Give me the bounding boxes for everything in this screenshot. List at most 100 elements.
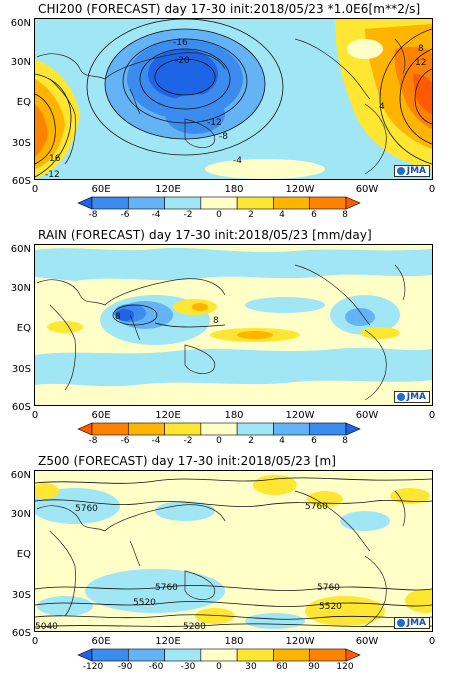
lat-label: 30N — [10, 509, 31, 520]
colorbar — [77, 422, 361, 436]
lon-label: 120E — [155, 636, 181, 647]
colorbar-label: -2 — [183, 436, 193, 446]
z500-map: 5760 5760 5760 5760 5520 5520 5280 5040 … — [34, 470, 433, 632]
lat-label: 60S — [11, 628, 31, 639]
lon-label: 0 — [428, 184, 436, 195]
jma-logo-icon — [396, 619, 405, 627]
colorbar-swatch — [200, 196, 238, 210]
jma-logo: JMA — [393, 391, 430, 403]
jma-logo-icon — [396, 167, 405, 175]
panel-title: CHI200 (FORECAST) day 17-30 init:2018/05… — [38, 2, 421, 16]
colorbar-swatch — [127, 422, 165, 436]
colorbar-label: 30 — [245, 662, 257, 672]
rain-panel: RAIN (FORECAST) day 17-30 init:2018/05/2… — [0, 226, 457, 451]
colorbar-swatch — [91, 422, 129, 436]
colorbar-label: -90 — [117, 662, 133, 672]
colorbar-label: -4 — [151, 210, 161, 220]
lon-label: 60W — [355, 184, 379, 195]
contour-label: 5520 — [133, 598, 156, 608]
colorbar-label: 4 — [279, 436, 285, 446]
colorbar-swatch — [309, 648, 347, 662]
lon-label: 120W — [285, 410, 315, 421]
lon-label: 180 — [224, 410, 244, 421]
colorbar-label: -120 — [82, 662, 104, 672]
colorbar-swatch — [164, 648, 202, 662]
lon-label: 60E — [91, 410, 111, 421]
lon-label: 0 — [428, 636, 436, 647]
colorbar-swatch — [345, 648, 361, 662]
colorbar-label: -30 — [180, 662, 196, 672]
colorbar-swatch — [77, 196, 93, 210]
chi200-map: -16 -20 -12 -8 -4 4 8 12 16 -12 JMA — [34, 18, 433, 180]
contour-label: 5760 — [317, 583, 340, 593]
colorbar-label: 0 — [216, 662, 222, 672]
contour-label: 5760 — [305, 502, 328, 512]
jma-logo: JMA — [393, 165, 430, 177]
colorbar-swatch — [77, 648, 93, 662]
lon-label: 60E — [91, 184, 111, 195]
colorbar-label: 8 — [342, 436, 348, 446]
lon-label: 0 — [31, 636, 39, 647]
colorbar-label: -8 — [88, 436, 98, 446]
lon-label: 120E — [155, 184, 181, 195]
colorbar-label: 6 — [311, 210, 317, 220]
lon-label: 120W — [285, 636, 315, 647]
lon-label: 120E — [155, 410, 181, 421]
lat-label: 60N — [10, 470, 31, 481]
lat-label: 60N — [10, 244, 31, 255]
colorbar-swatch — [273, 196, 311, 210]
colorbar-swatch — [309, 422, 347, 436]
colorbar-label: -4 — [151, 436, 161, 446]
colorbar-swatch — [127, 196, 165, 210]
contour-label: 8 — [213, 316, 219, 326]
lat-label: EQ — [16, 97, 31, 108]
colorbar-swatch — [273, 648, 311, 662]
contour-label: 5040 — [35, 622, 58, 631]
colorbar-label: 60 — [276, 662, 288, 672]
contour-label: 8 — [418, 44, 424, 54]
lat-label: EQ — [16, 549, 31, 560]
colorbar-label: -2 — [183, 210, 193, 220]
contour-label: -12 — [45, 170, 60, 179]
colorbar-label: -8 — [88, 210, 98, 220]
rain-map: 8 8 JMA — [34, 244, 433, 406]
colorbar-label: -60 — [148, 662, 164, 672]
colorbar-swatch — [309, 196, 347, 210]
lat-label: 60N — [10, 18, 31, 29]
contour-label: 5760 — [155, 583, 178, 593]
colorbar — [77, 648, 361, 662]
colorbar-label: 4 — [279, 210, 285, 220]
lat-label: 30S — [11, 364, 31, 375]
lon-label: 60W — [355, 410, 379, 421]
lat-label: 60S — [11, 402, 31, 413]
lat-label: 60S — [11, 176, 31, 187]
colorbar-swatch — [236, 196, 274, 210]
colorbar-swatch — [200, 422, 238, 436]
colorbar-label: -6 — [120, 210, 130, 220]
lon-label: 180 — [224, 184, 244, 195]
contour-label: 5280 — [183, 622, 206, 631]
colorbar-label: 90 — [308, 662, 320, 672]
lon-label: 180 — [224, 636, 244, 647]
colorbar-label: 6 — [311, 436, 317, 446]
colorbar-label: -6 — [120, 436, 130, 446]
colorbar-label: 2 — [248, 436, 254, 446]
colorbar-label: 8 — [342, 210, 348, 220]
colorbar-swatch — [236, 648, 274, 662]
contour-label: -16 — [173, 38, 188, 48]
jma-logo-icon — [396, 393, 405, 401]
lon-label: 60W — [355, 636, 379, 647]
jma-logo: JMA — [393, 617, 430, 629]
colorbar-swatch — [200, 648, 238, 662]
colorbar-swatch — [91, 648, 129, 662]
colorbar-swatch — [127, 648, 165, 662]
lat-label: EQ — [16, 323, 31, 334]
lon-label: 0 — [428, 410, 436, 421]
lon-label: 120W — [285, 184, 315, 195]
colorbar-swatch — [91, 196, 129, 210]
contour-label: 8 — [115, 312, 121, 322]
lat-label: 30S — [11, 590, 31, 601]
colorbar-swatch — [77, 422, 93, 436]
contour-label: 5520 — [319, 602, 342, 612]
contour-label: -12 — [207, 118, 222, 128]
